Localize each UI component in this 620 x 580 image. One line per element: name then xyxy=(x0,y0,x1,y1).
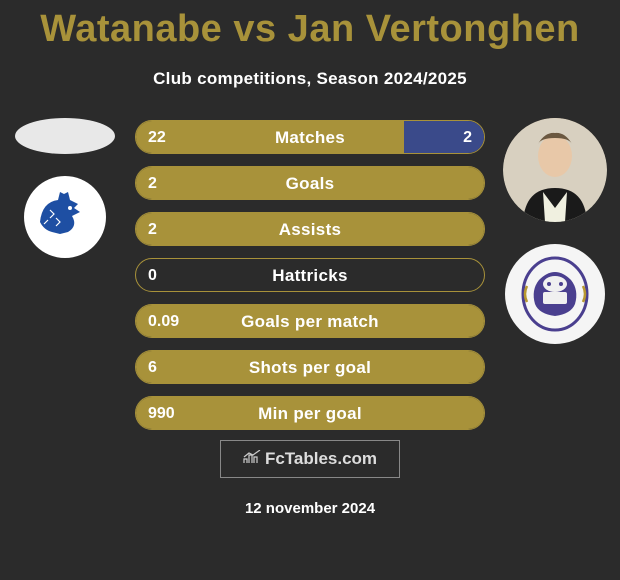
comparison-subtitle: Club competitions, Season 2024/2025 xyxy=(0,69,620,89)
stat-bar-label: Shots per goal xyxy=(136,351,484,384)
stat-bars-container: Matches222Goals2Assists2Hattricks0Goals … xyxy=(135,120,485,442)
club-crest-right xyxy=(505,244,605,344)
club-crest-left xyxy=(24,176,106,258)
left-player-column xyxy=(10,118,120,258)
player-avatar-left xyxy=(15,118,115,154)
stat-value-left: 22 xyxy=(148,121,166,154)
stat-bar-row: Goals2 xyxy=(135,166,485,200)
stat-bar-label: Goals xyxy=(136,167,484,200)
comparison-date: 12 november 2024 xyxy=(0,500,620,517)
stat-value-left: 2 xyxy=(148,167,157,200)
stat-bar-label: Matches xyxy=(136,121,484,154)
chart-icon xyxy=(243,450,261,468)
brand-box: FcTables.com xyxy=(220,440,400,478)
stat-bar-row: Matches222 xyxy=(135,120,485,154)
gent-crest-icon xyxy=(30,182,100,252)
stat-value-left: 6 xyxy=(148,351,157,384)
stat-bar-label: Min per goal xyxy=(136,397,484,430)
stat-value-left: 2 xyxy=(148,213,157,246)
stat-bar-row: Shots per goal6 xyxy=(135,350,485,384)
stat-value-right: 2 xyxy=(463,121,472,154)
stat-value-left: 0.09 xyxy=(148,305,179,338)
brand-label: FcTables.com xyxy=(265,449,377,469)
right-player-column xyxy=(500,118,610,344)
stat-value-left: 990 xyxy=(148,397,175,430)
comparison-title: Watanabe vs Jan Vertonghen xyxy=(0,0,620,51)
anderlecht-crest-icon xyxy=(513,252,597,336)
stat-bar-row: Goals per match0.09 xyxy=(135,304,485,338)
stat-bar-row: Min per goal990 xyxy=(135,396,485,430)
stat-bar-row: Assists2 xyxy=(135,212,485,246)
stat-bar-label: Assists xyxy=(136,213,484,246)
player-avatar-right xyxy=(503,118,607,222)
stat-bar-label: Goals per match xyxy=(136,305,484,338)
stat-bar-label: Hattricks xyxy=(136,259,484,292)
stat-value-left: 0 xyxy=(148,259,157,292)
stat-bar-row: Hattricks0 xyxy=(135,258,485,292)
player-photo-icon xyxy=(503,118,607,222)
